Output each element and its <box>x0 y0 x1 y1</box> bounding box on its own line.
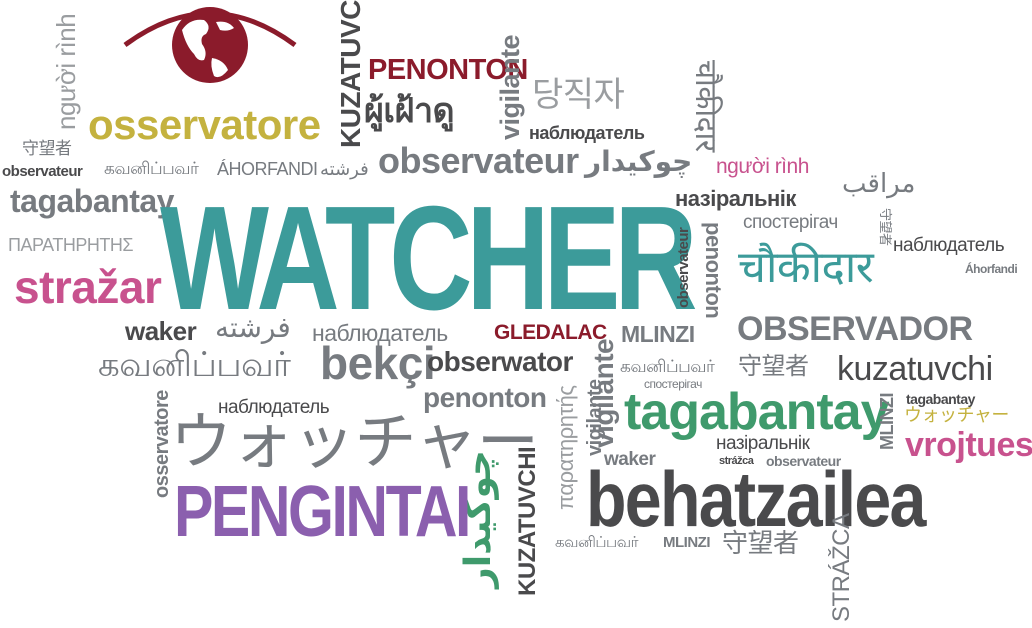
word-korean: 당직자 <box>532 76 625 114</box>
word-hindi-vertical: चौकीदार <box>689 60 722 152</box>
word-strazca-small: strážca <box>719 455 754 467</box>
word-tagabantay-small: tagabantay <box>906 391 975 407</box>
word-hindi: चौकीदार <box>738 243 874 292</box>
word-kuzatuvchi-vertical: KUZATUVCHI <box>335 0 366 148</box>
word-vigilante-vertical: vigilante <box>495 34 525 140</box>
word-chinese-left: 守望者 <box>22 139 72 158</box>
word-kuzatuvchi: kuzatuvchi <box>837 350 993 388</box>
word-bekci: bekçi <box>320 337 436 389</box>
word-spost-small: спостерігач <box>644 377 702 391</box>
word-ahorfandi-small: Áhorfandi <box>965 262 1018 276</box>
word-pengintai: PENGINTAI <box>174 472 471 552</box>
word-observateur-small: observateur <box>2 163 83 180</box>
word-nazir-low: назіральнік <box>716 433 810 454</box>
word-waker-low: waker <box>604 449 656 470</box>
word-greek-vertical: παρατηρητής <box>553 385 578 510</box>
word-waker: waker <box>125 316 197 346</box>
word-japanese-small: ウォッチャー <box>904 405 1009 425</box>
word-spost-top: спостерігач <box>743 212 838 233</box>
word-osservatore: osservatore <box>88 101 321 148</box>
word-behatzailea: behatzailea <box>586 455 926 543</box>
word-japanese-big: ウォッチャー <box>170 408 539 477</box>
word-farsi-top: فرشته <box>320 159 369 179</box>
word-nguoi-rinh-vertical: người rình <box>51 13 81 130</box>
word-observador: OBSERVADOR <box>737 310 973 348</box>
word-arabic: مراقب <box>842 168 916 198</box>
word-chinese-vertical: 守望者 <box>878 208 893 246</box>
word-chinese-low: 守望者 <box>722 528 799 558</box>
word-nablyudatel-top: наблюдатель <box>529 123 645 143</box>
word-penonton-vertical: penonton <box>701 222 726 319</box>
word-penonton: PENONTON <box>368 54 528 86</box>
globe-eye-icon <box>123 7 297 83</box>
word-tamil-mid: கவனிப்பவர் <box>98 346 291 384</box>
word-nablyudatel-right: наблюдатель <box>893 235 1005 256</box>
word-farsi-mid: فرشته <box>215 312 291 343</box>
word-osservatore-vertical: osservatore <box>151 390 173 498</box>
word-tagabantay-left: tagabantay <box>10 183 174 219</box>
word-nablyudatel-mid: наблюдатель <box>312 320 448 346</box>
word-vrojtues: vrojtues <box>905 426 1032 464</box>
word-obserwator: obserwator <box>427 346 573 377</box>
word-ahorfandi: ÁHORFANDI <box>217 159 318 179</box>
word-nazir-top: назіральнік <box>675 186 796 211</box>
word-nguoi-rinh: người rình <box>716 155 809 178</box>
word-tagabantay-big: tagabantay <box>624 383 890 441</box>
word-mlinzi-mid: MLINZI <box>621 321 695 347</box>
word-nablyudatel-low: наблюдатель <box>218 397 330 418</box>
word-gledalac: GLEDALAC <box>494 321 607 344</box>
word-kuzatuvchi-vertical-low: KUZATUVCHI <box>514 446 541 596</box>
word-tamil-low: கவனிப்பவர் <box>555 534 638 551</box>
word-mlinzi-low: MLINZI <box>663 534 711 551</box>
word-tamil-right: கவனிப்பவர் <box>620 357 715 376</box>
word-mlinzi-vertical: MLINZI <box>877 393 897 450</box>
word-observateur-low: observateur <box>766 453 841 469</box>
word-observateur-vertical: observateur <box>675 227 692 308</box>
word-chinese-right: 守望者 <box>738 353 809 380</box>
word-watcher: WATCHER <box>160 176 698 341</box>
word-vigilante-low: vigilante <box>584 379 606 456</box>
word-penonton-mid: penonton <box>423 382 547 413</box>
word-strazca-vertical: STRÁŽCA <box>828 513 855 622</box>
word-observateur-big: observateur <box>378 140 579 181</box>
word-thai: ผู้เฝ้าดู <box>364 92 455 130</box>
word-greek: ΠΑΡΑΤΗΡΗΤΗΣ <box>8 235 133 255</box>
word-urdu-top: چوکیدار <box>585 146 693 177</box>
word-tamil-top: கவனிப்பவர் <box>104 159 199 178</box>
word-strazar: stražar <box>14 261 162 313</box>
